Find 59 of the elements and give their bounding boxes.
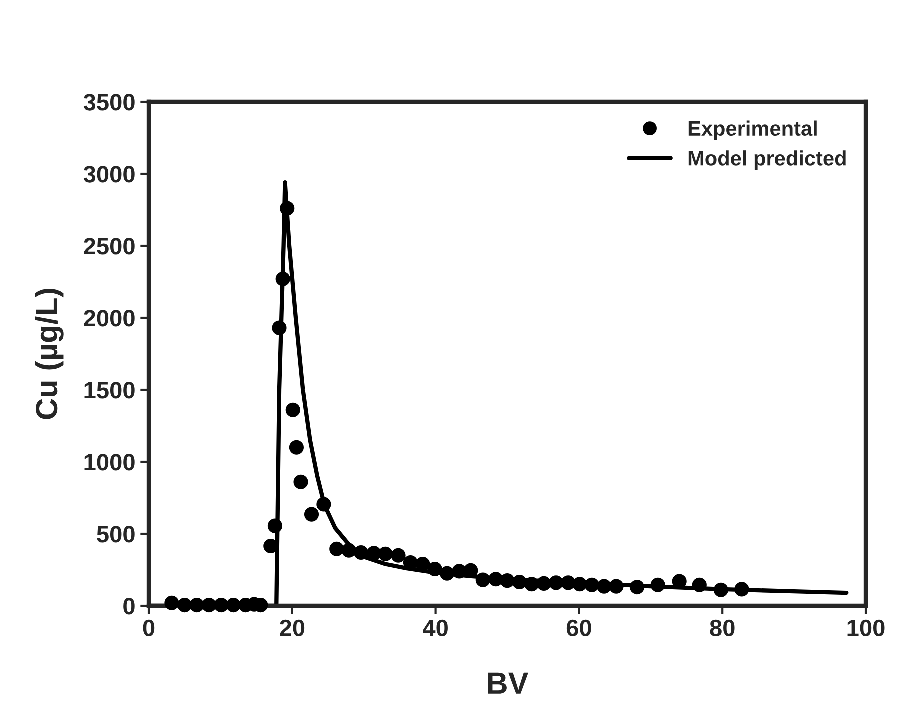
point xyxy=(272,320,287,336)
point xyxy=(178,598,192,613)
point xyxy=(280,201,295,216)
point xyxy=(584,578,600,592)
point xyxy=(440,566,455,581)
point xyxy=(714,582,728,598)
y-tick-label: 2500 xyxy=(84,238,135,255)
y-tick-label: 3500 xyxy=(84,94,135,111)
point xyxy=(316,497,332,512)
point xyxy=(452,564,467,579)
y-tick-label: 2000 xyxy=(84,310,135,327)
point xyxy=(561,576,576,590)
point xyxy=(391,548,406,563)
x-tick-label: 0 xyxy=(143,620,155,637)
point xyxy=(734,582,750,597)
y-tick-label: 3000 xyxy=(84,166,135,183)
point xyxy=(416,556,430,572)
point xyxy=(572,577,588,592)
point xyxy=(488,572,504,587)
y-axis-title: Cu (µg/L) xyxy=(35,289,64,420)
point xyxy=(214,598,229,613)
point xyxy=(548,576,564,590)
y-tick-label: 500 xyxy=(97,526,135,543)
point xyxy=(609,579,624,594)
point xyxy=(536,576,552,591)
x-axis-title: BV xyxy=(488,672,529,694)
point xyxy=(294,474,308,490)
point xyxy=(330,542,344,556)
x-tick-label: 60 xyxy=(566,620,592,637)
point xyxy=(378,546,393,562)
x-tick-label: 40 xyxy=(423,620,448,637)
point xyxy=(524,577,540,592)
point xyxy=(512,574,527,590)
point xyxy=(268,518,282,534)
legend-label: Model predicted xyxy=(688,150,846,170)
point xyxy=(692,578,707,592)
x-tick-label: 20 xyxy=(280,620,305,637)
point xyxy=(289,440,304,455)
point xyxy=(428,562,442,577)
point xyxy=(304,507,320,522)
legend-label: Experimental xyxy=(688,120,817,140)
point xyxy=(650,578,666,592)
x-tick-label: 100 xyxy=(848,620,885,637)
point xyxy=(354,545,369,560)
point xyxy=(164,596,180,610)
point xyxy=(202,598,217,613)
point xyxy=(286,402,300,418)
y-tick-label: 0 xyxy=(124,598,135,615)
point xyxy=(276,272,290,286)
point xyxy=(630,580,645,595)
x-tick-label: 80 xyxy=(710,620,735,637)
point xyxy=(190,598,204,613)
point xyxy=(226,598,241,613)
y-tick-label: 1000 xyxy=(84,454,135,471)
point xyxy=(342,543,356,558)
point xyxy=(597,579,612,594)
point xyxy=(500,574,515,588)
point xyxy=(476,572,490,588)
y-tick-label: 1500 xyxy=(84,382,135,399)
